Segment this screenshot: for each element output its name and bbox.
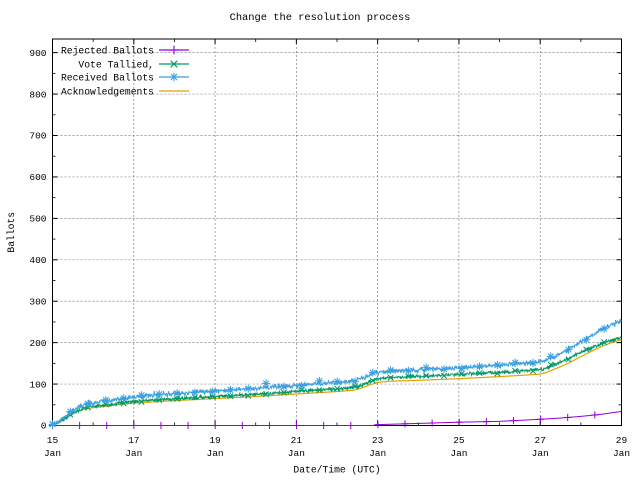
svg-text:Jan: Jan	[125, 448, 142, 459]
svg-text:500: 500	[29, 214, 46, 225]
svg-text:Jan: Jan	[44, 448, 61, 459]
svg-text:29: 29	[616, 435, 628, 446]
svg-text:700: 700	[29, 131, 46, 142]
svg-text:600: 600	[29, 172, 46, 183]
svg-text:15: 15	[47, 435, 59, 446]
svg-text:Rejected Ballots: Rejected Ballots	[61, 46, 154, 57]
svg-text:Acknowledgements: Acknowledgements	[61, 87, 154, 98]
svg-text:Jan: Jan	[613, 448, 630, 459]
svg-text:Date/Time (UTC): Date/Time (UTC)	[293, 465, 380, 476]
svg-text:23: 23	[372, 435, 384, 446]
svg-text:19: 19	[209, 435, 221, 446]
svg-text:Jan: Jan	[532, 448, 549, 459]
svg-text:Ballots: Ballots	[6, 212, 17, 253]
svg-text:Received Ballots: Received Ballots	[61, 73, 154, 84]
svg-text:Jan: Jan	[450, 448, 467, 459]
svg-text:400: 400	[29, 255, 46, 266]
svg-text:Jan: Jan	[288, 448, 305, 459]
svg-text:900: 900	[29, 48, 46, 59]
svg-text:Jan: Jan	[369, 448, 386, 459]
svg-text:300: 300	[29, 296, 46, 307]
svg-text:27: 27	[535, 435, 546, 446]
svg-text:Jan: Jan	[207, 448, 224, 459]
svg-text:Change the resolution process: Change the resolution process	[230, 12, 411, 24]
svg-text:200: 200	[29, 338, 46, 349]
svg-text:0: 0	[41, 421, 47, 432]
svg-text:100: 100	[29, 379, 46, 390]
svg-text:Vote Tallied,: Vote Tallied,	[78, 60, 154, 71]
svg-text:17: 17	[128, 435, 139, 446]
svg-text:25: 25	[453, 435, 465, 446]
svg-text:21: 21	[291, 435, 303, 446]
svg-text:800: 800	[29, 89, 46, 100]
